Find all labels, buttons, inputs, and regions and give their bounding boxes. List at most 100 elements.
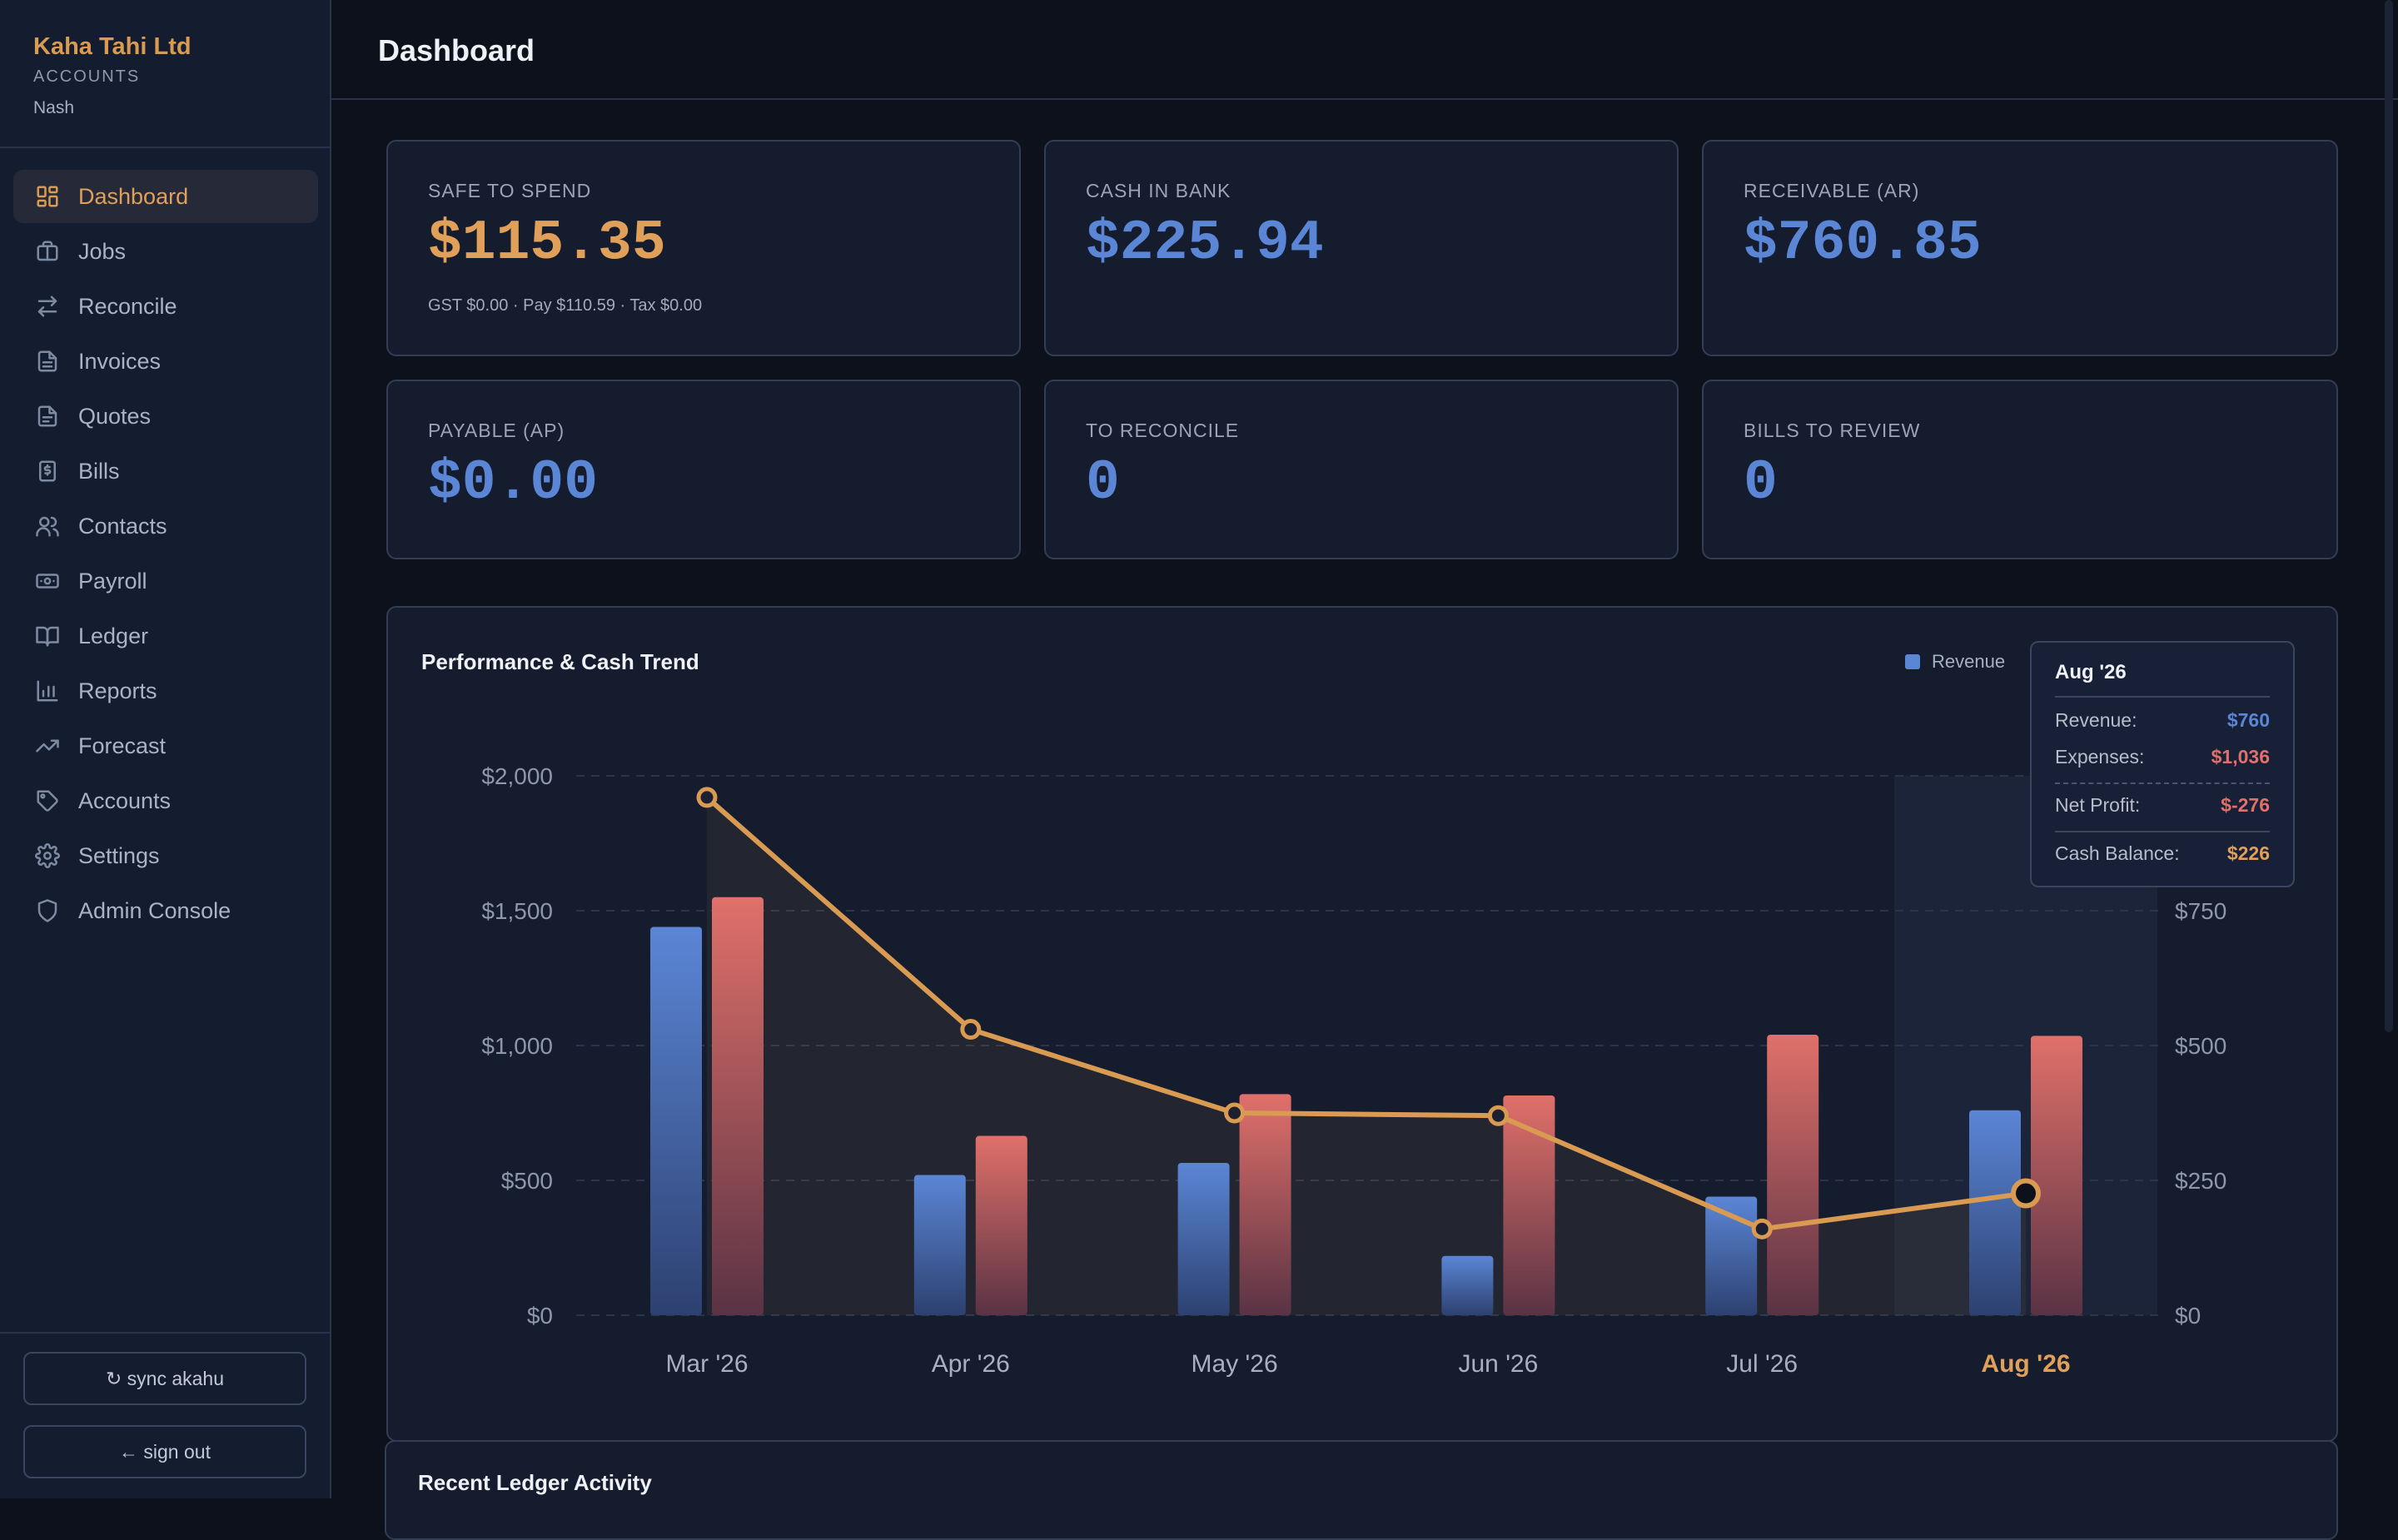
bar-revenue[interactable]: [1705, 1196, 1758, 1315]
sidebar-item-admin-console[interactable]: Admin Console: [13, 884, 318, 937]
y-left-tick-label: $1,000: [481, 1033, 553, 1059]
chart-legend: Revenue: [1905, 651, 2005, 673]
sidebar: Kaha Tahi Ltd ACCOUNTS Nash Dashboard Jo…: [0, 0, 331, 1498]
kpi-label: BILLS TO REVIEW: [1744, 420, 1921, 441]
bar-expenses[interactable]: [1503, 1095, 1555, 1315]
bar-revenue[interactable]: [1441, 1255, 1494, 1315]
tag-icon: [35, 788, 60, 813]
sidebar-item-payroll[interactable]: Payroll: [13, 554, 318, 608]
tooltip-month: Aug '26: [2055, 661, 2127, 683]
y-left-tick-label: $1,500: [481, 898, 553, 924]
sidebar-item-reports[interactable]: Reports: [13, 664, 318, 718]
y-left-tick-label: $2,000: [481, 763, 553, 789]
tooltip-cash-value: $226: [2226, 842, 2270, 864]
sidebar-item-forecast[interactable]: Forecast: [13, 719, 318, 772]
sidebar-item-ledger[interactable]: Ledger: [13, 609, 318, 663]
cash-balance-point[interactable]: [696, 787, 718, 808]
bar-revenue[interactable]: [1177, 1162, 1230, 1315]
header: Dashboard: [331, 0, 2398, 100]
kpi-card-to-reconcile: TO RECONCILE 0: [1044, 380, 1679, 559]
swap-arrows-icon: [35, 294, 60, 319]
sidebar-item-bills[interactable]: Bills: [13, 445, 318, 498]
bar-expenses[interactable]: [712, 897, 764, 1315]
recent-ledger-title: Recent Ledger Activity: [418, 1470, 652, 1495]
kpi-value: $115.35: [428, 211, 666, 276]
sidebar-item-invoices[interactable]: Invoices: [13, 335, 318, 388]
kpi-card-bills-to-review: BILLS TO REVIEW 0: [1702, 380, 2338, 559]
kpi-value: $0.00: [428, 451, 599, 515]
bar-expenses[interactable]: [2031, 1036, 2082, 1315]
sidebar-item-label: Quotes: [78, 403, 152, 429]
kpi-card-safe-to-spend: SAFE TO SPEND $115.35 GST $0.00 · Pay $1…: [386, 140, 1021, 356]
cash-balance-point[interactable]: [1224, 1102, 1246, 1124]
x-tick-label: May '26: [1192, 1350, 1278, 1378]
tooltip-key: Revenue:: [2055, 709, 2137, 731]
bar-revenue[interactable]: [650, 926, 702, 1315]
scrollbar[interactable]: [2385, 0, 2393, 1032]
performance-chart-card: Performance & Cash Trend $0 $500 $1,000 $1,…: [386, 606, 2338, 1442]
sidebar-item-dashboard[interactable]: Dashboard: [13, 170, 318, 223]
dollar-receipt-icon: [35, 459, 60, 484]
sidebar-item-reconcile[interactable]: Reconcile: [13, 280, 318, 333]
bar-expenses[interactable]: [975, 1135, 1027, 1315]
sync-akahu-button[interactable]: ↻ sync akahu: [23, 1352, 306, 1405]
sidebar-item-label: Invoices: [78, 348, 162, 374]
tooltip-row-expenses: Expenses: $1,036: [2055, 746, 2270, 768]
sidebar-item-settings[interactable]: Settings: [13, 829, 318, 882]
tooltip-row-revenue: Revenue: $760: [2055, 709, 2270, 732]
sidebar-item-accounts[interactable]: Accounts: [13, 774, 318, 827]
bar-revenue[interactable]: [1969, 1110, 2021, 1315]
cash-balance-point[interactable]: [960, 1019, 982, 1041]
open-book-icon: [35, 623, 60, 648]
bar-chart-icon: [35, 678, 60, 703]
sidebar-divider: [0, 147, 330, 148]
kpi-label: TO RECONCILE: [1086, 420, 1240, 441]
chart-tooltip: Aug '26 Revenue: $760 Expenses: $1,036 N…: [2030, 641, 2295, 887]
sidebar-item-quotes[interactable]: Quotes: [13, 390, 318, 443]
trend-up-icon: [35, 733, 60, 758]
bar-expenses[interactable]: [1239, 1094, 1291, 1315]
gear-icon: [35, 843, 60, 868]
legend-swatch-revenue: [1905, 654, 1920, 669]
sidebar-item-jobs[interactable]: Jobs: [13, 225, 318, 278]
kpi-card-receivable: RECEIVABLE (AR) $760.85: [1702, 140, 2338, 356]
sidebar-nav: Dashboard Jobs Reconcile Invoices Quotes…: [13, 170, 318, 939]
legend-label-revenue: Revenue: [1932, 651, 2006, 672]
sidebar-divider: [0, 1332, 330, 1334]
cash-balance-point[interactable]: [1751, 1218, 1773, 1239]
tooltip-key: Expenses:: [2055, 746, 2145, 768]
kpi-value: $760.85: [1744, 211, 1982, 276]
cash-balance-point[interactable]: [1487, 1105, 1509, 1126]
y-right-tick-label: $500: [2175, 1033, 2226, 1059]
sidebar-item-label: Reports: [78, 678, 157, 703]
dashboard-icon: [35, 184, 60, 209]
x-tick-label: Jul '26: [1726, 1350, 1798, 1378]
kpi-value: 0: [1086, 451, 1120, 515]
kpi-label: SAFE TO SPEND: [428, 180, 592, 201]
sidebar-item-label: Ledger: [78, 623, 149, 648]
kpi-label: PAYABLE (AP): [428, 420, 565, 441]
sidebar-item-label: Dashboard: [78, 183, 189, 209]
company-name: Kaha Tahi Ltd: [33, 33, 192, 60]
users-icon: [35, 514, 60, 539]
kpi-label: CASH IN BANK: [1086, 180, 1231, 201]
tooltip-divider: [2055, 782, 2270, 784]
tooltip-revenue-value: $760: [2226, 709, 2270, 731]
cash-balance-point[interactable]: [2011, 1178, 2041, 1209]
document-icon: [35, 349, 60, 374]
sign-out-button[interactable]: ← sign out: [23, 1425, 306, 1478]
sidebar-item-contacts[interactable]: Contacts: [13, 499, 318, 553]
y-left-tick-label: $500: [501, 1168, 553, 1194]
sidebar-item-label: Reconcile: [78, 293, 177, 319]
x-tick-label: Jun '26: [1458, 1350, 1538, 1378]
y-right-tick-label: $0: [2175, 1303, 2201, 1329]
sidebar-item-label: Admin Console: [78, 897, 231, 923]
briefcase-icon: [35, 239, 60, 264]
bar-expenses[interactable]: [1767, 1035, 1819, 1315]
bar-revenue[interactable]: [913, 1175, 966, 1315]
tooltip-net-value: $-276: [2221, 794, 2270, 816]
cash-balance-area: [707, 797, 2026, 1315]
page-title: Dashboard: [378, 33, 535, 67]
sidebar-item-label: Contacts: [78, 513, 167, 539]
x-tick-label: Mar '26: [665, 1350, 748, 1378]
